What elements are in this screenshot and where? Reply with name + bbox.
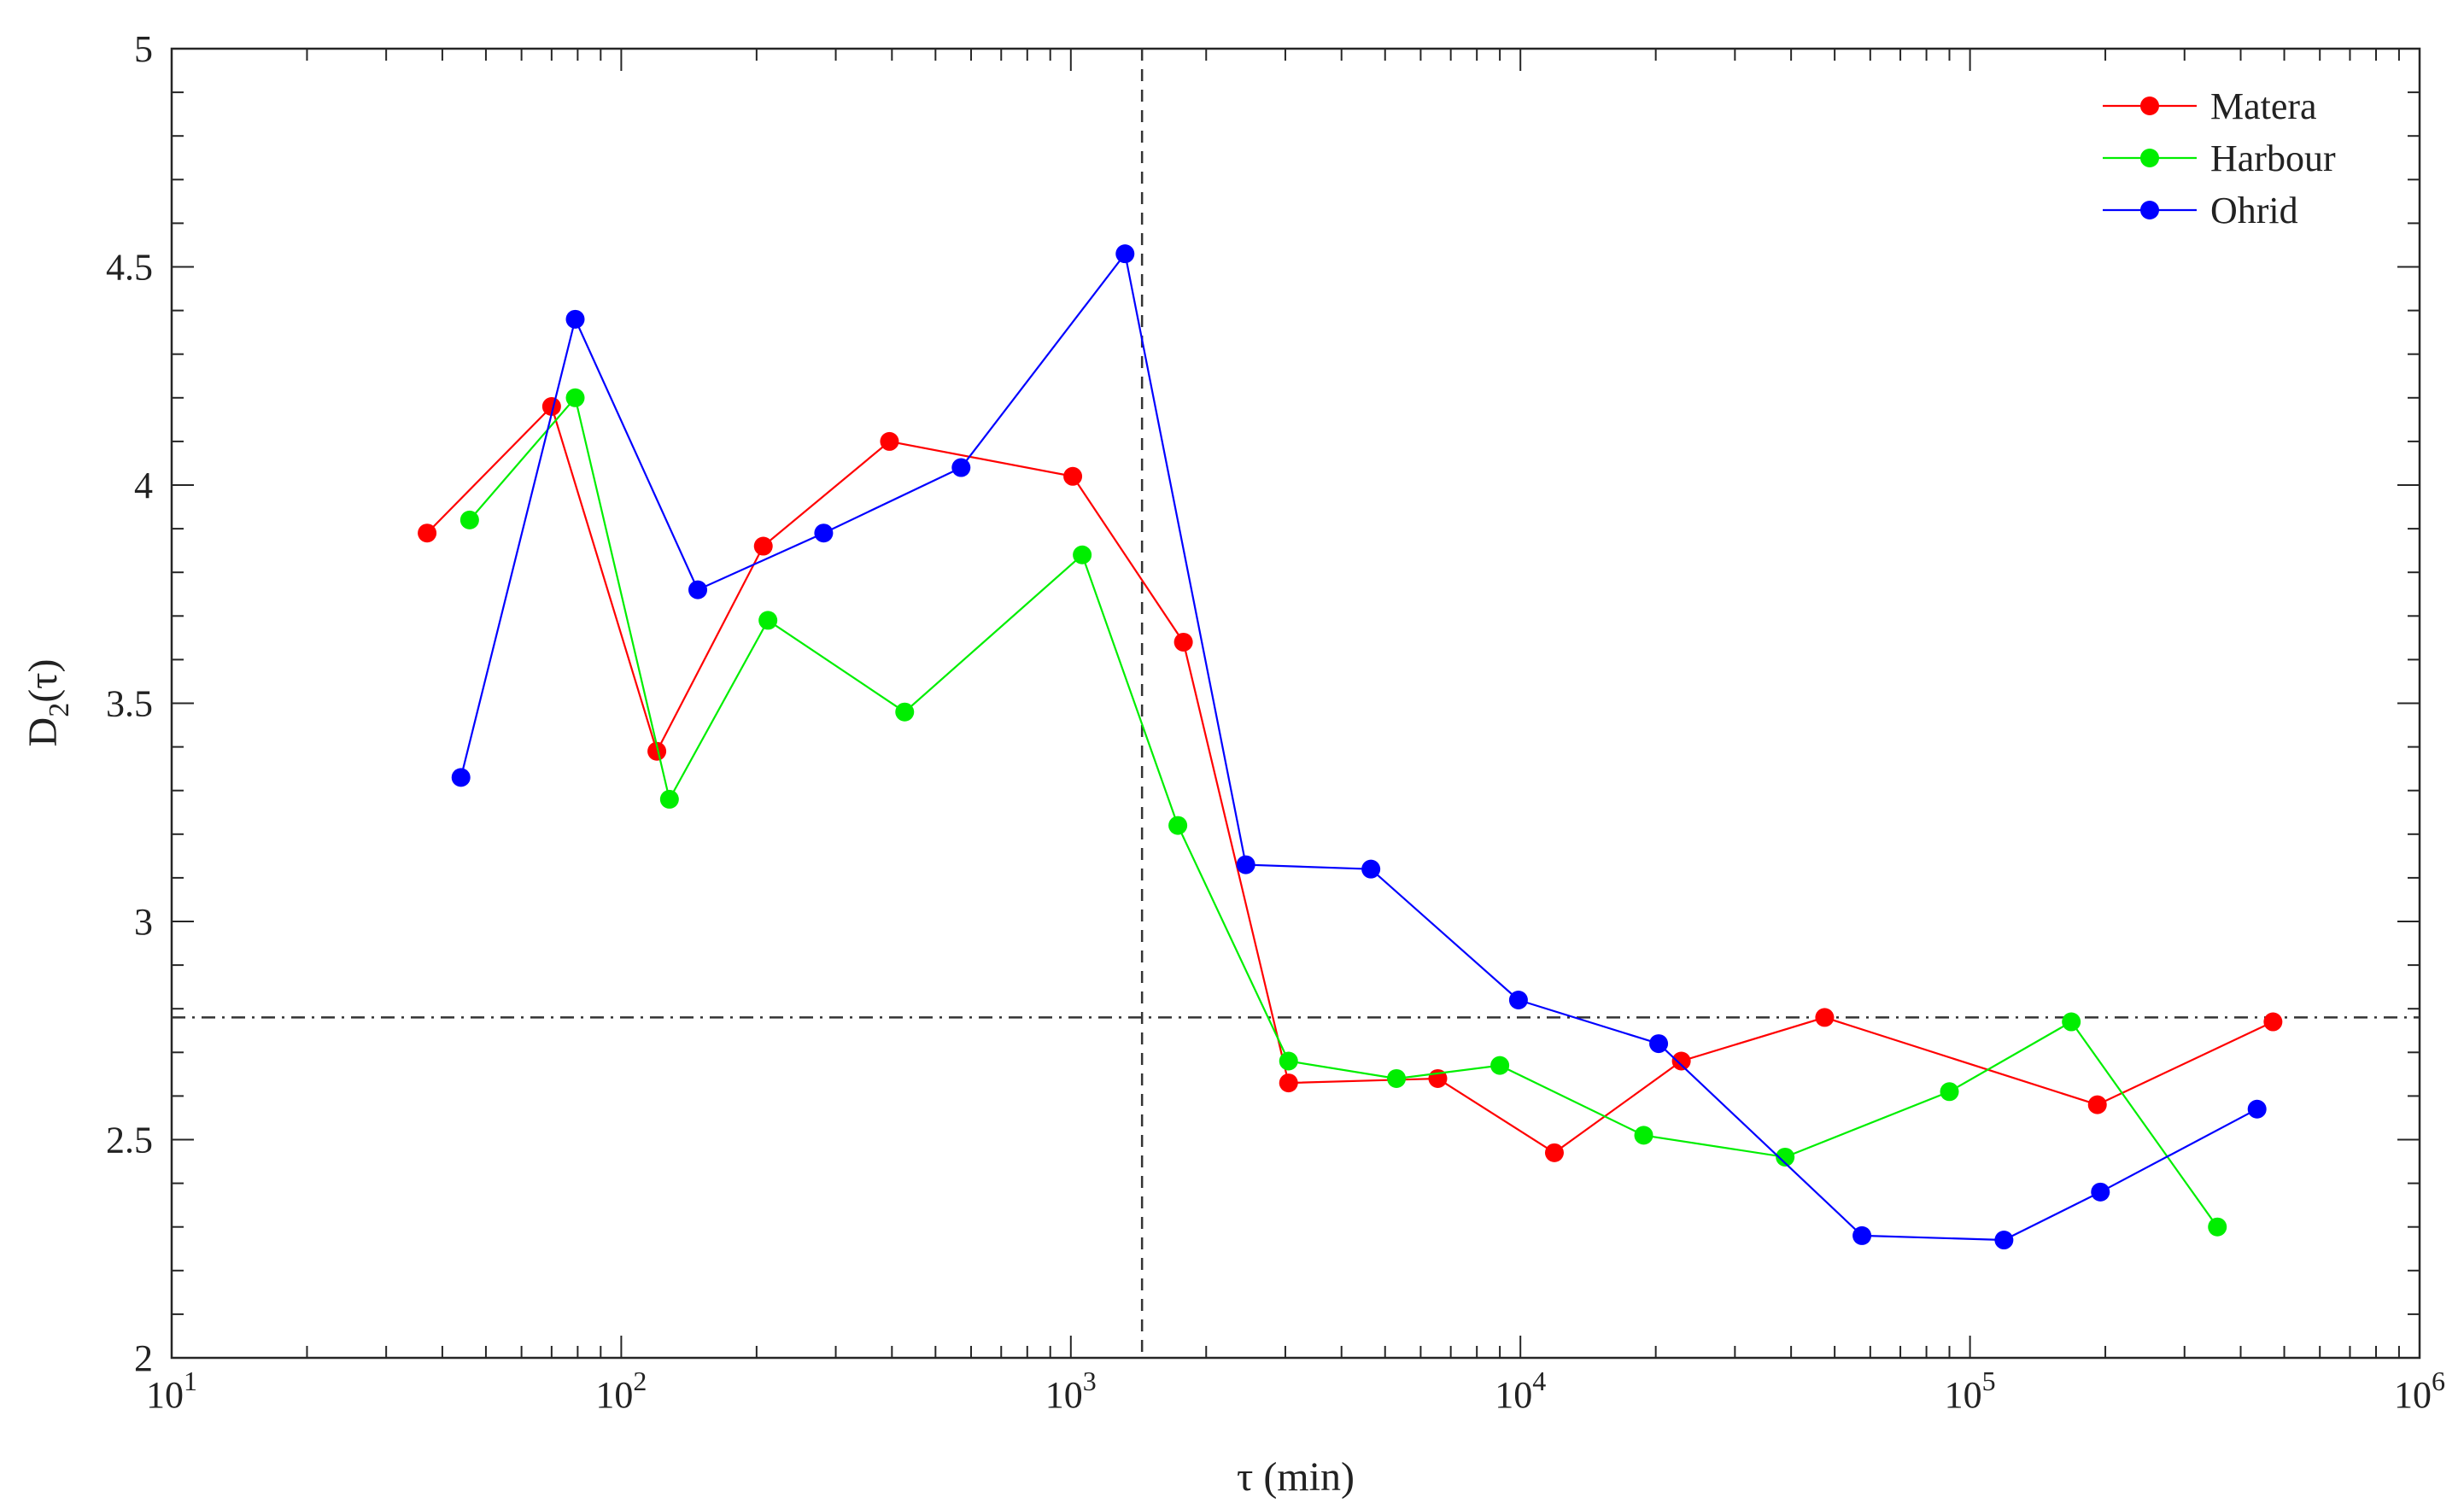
data-point-harbour	[2208, 1217, 2227, 1237]
legend-swatch-marker	[2140, 149, 2159, 167]
data-point-ohrid	[688, 580, 708, 600]
series-matera	[418, 397, 2283, 1162]
data-point-ohrid	[1236, 855, 1255, 874]
data-point-harbour	[1634, 1126, 1653, 1145]
x-tick-label: 106	[2394, 1366, 2445, 1416]
y-tick-label: 2	[134, 1337, 153, 1379]
data-point-harbour	[1073, 545, 1092, 564]
x-tick-label-exponent: 5	[1982, 1366, 1996, 1396]
data-point-ohrid	[1994, 1231, 2014, 1250]
legend-swatch-marker	[2140, 201, 2159, 219]
y-axis-title-main: D	[20, 717, 66, 747]
data-point-harbour	[565, 388, 585, 407]
data-point-matera	[1173, 632, 1193, 652]
x-tick-label-base: 10	[595, 1374, 633, 1416]
data-point-matera	[647, 741, 667, 761]
x-tick-label-exponent: 2	[633, 1366, 647, 1396]
legend-label: Ohrid	[2210, 190, 2298, 231]
legend-item-harbour: Harbour	[2103, 137, 2336, 179]
x-tick-label-base: 10	[1045, 1374, 1083, 1416]
data-point-harbour	[659, 789, 679, 809]
plot-area	[170, 47, 2421, 1360]
x-tick-label: 104	[1495, 1366, 1546, 1416]
data-point-matera	[880, 431, 899, 451]
x-tick-label-base: 10	[1945, 1374, 1982, 1416]
data-point-ohrid	[814, 523, 834, 543]
data-point-matera	[418, 523, 437, 543]
series-ohrid	[451, 244, 2267, 1250]
x-tick-labels: 101 102 103 104 105 106	[146, 1366, 2445, 1416]
series-line-matera	[426, 404, 2274, 1155]
series-harbour	[459, 388, 2227, 1237]
x-tick-label: 102	[595, 1366, 647, 1416]
data-point-matera	[541, 397, 561, 417]
data-point-ohrid	[2247, 1099, 2267, 1119]
x-tick-label: 101	[146, 1366, 197, 1416]
data-point-harbour	[459, 510, 479, 529]
axis-ticks	[171, 48, 2420, 1359]
y-tick-label: 4.5	[106, 247, 153, 289]
data-point-harbour	[1387, 1068, 1407, 1088]
y-axis-title: D2(τ)	[20, 659, 75, 747]
y-tick-label: 2.5	[106, 1120, 153, 1161]
y-tick-labels: 2 2.5 3 3.5 4 4.5 5	[106, 28, 153, 1379]
data-point-ohrid	[1852, 1225, 1872, 1245]
x-tick-label-exponent: 1	[184, 1366, 197, 1396]
data-point-matera	[753, 536, 773, 556]
y-tick-label: 3.5	[106, 683, 153, 725]
legend-label: Harbour	[2210, 137, 2336, 179]
y-axis-title-subscript: 2	[44, 703, 75, 717]
data-point-harbour	[2062, 1012, 2081, 1032]
x-axis-title: τ (min)	[1237, 1454, 1355, 1500]
legend-item-matera: Matera	[2103, 85, 2317, 127]
data-point-ohrid	[565, 309, 585, 329]
data-point-matera	[2263, 1012, 2283, 1032]
data-point-harbour	[1279, 1051, 1298, 1071]
data-point-matera	[2087, 1095, 2107, 1114]
series-line-ohrid	[459, 251, 2258, 1242]
data-point-matera	[1671, 1051, 1691, 1071]
data-point-harbour	[1490, 1056, 1510, 1075]
data-point-harbour	[758, 611, 778, 630]
data-point-harbour	[1776, 1147, 1795, 1167]
data-point-harbour	[895, 702, 915, 722]
data-point-ohrid	[1508, 990, 1528, 1009]
data-point-matera	[1279, 1073, 1298, 1093]
data-point-ohrid	[451, 768, 471, 787]
y-tick-label: 5	[134, 28, 153, 70]
data-point-matera	[1544, 1143, 1564, 1162]
legend-item-ohrid: Ohrid	[2103, 190, 2298, 231]
x-tick-label: 103	[1045, 1366, 1097, 1416]
y-tick-label: 3	[134, 901, 153, 943]
data-point-ohrid	[1361, 859, 1381, 879]
x-tick-label-base: 10	[146, 1374, 184, 1416]
x-tick-label-exponent: 4	[1532, 1366, 1546, 1396]
data-point-ohrid	[951, 458, 971, 477]
data-point-ohrid	[1649, 1034, 1669, 1054]
series-group	[418, 244, 2283, 1250]
data-point-matera	[1815, 1008, 1835, 1027]
x-tick-label: 105	[1945, 1366, 1996, 1416]
y-axis-title-tail: (τ)	[20, 659, 66, 703]
legend: Matera Harbour Ohrid	[2103, 85, 2336, 231]
x-tick-label-exponent: 6	[2432, 1366, 2445, 1396]
x-tick-label-base: 10	[1495, 1374, 1532, 1416]
reference-lines	[172, 49, 2420, 1358]
data-point-harbour	[1168, 816, 1188, 835]
data-point-ohrid	[2091, 1182, 2110, 1202]
data-point-ohrid	[1115, 244, 1135, 264]
legend-label: Matera	[2210, 85, 2317, 127]
y-tick-label: 4	[134, 465, 153, 506]
legend-swatch-marker	[2140, 97, 2159, 115]
x-tick-label-base: 10	[2394, 1374, 2432, 1416]
x-tick-label-exponent: 3	[1083, 1366, 1097, 1396]
data-point-matera	[1063, 466, 1083, 486]
data-point-harbour	[1940, 1082, 1959, 1102]
